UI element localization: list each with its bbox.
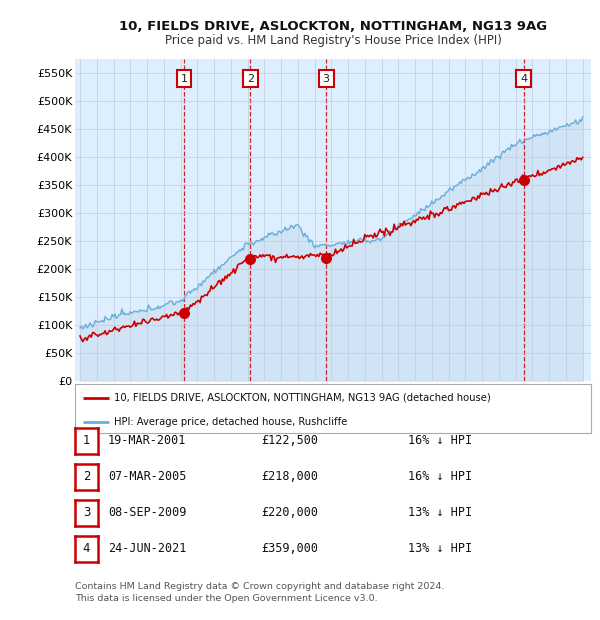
Text: 2: 2 [247, 74, 254, 84]
Text: 3: 3 [83, 507, 90, 519]
Text: 1: 1 [181, 74, 188, 84]
Text: 07-MAR-2005: 07-MAR-2005 [108, 471, 187, 483]
Text: 24-JUN-2021: 24-JUN-2021 [108, 542, 187, 555]
Text: Price paid vs. HM Land Registry's House Price Index (HPI): Price paid vs. HM Land Registry's House … [164, 34, 502, 47]
Text: £218,000: £218,000 [261, 471, 318, 483]
Text: 2: 2 [83, 471, 90, 483]
Text: 10, FIELDS DRIVE, ASLOCKTON, NOTTINGHAM, NG13 9AG (detached house): 10, FIELDS DRIVE, ASLOCKTON, NOTTINGHAM,… [114, 393, 490, 403]
Text: £122,500: £122,500 [261, 435, 318, 447]
Text: £220,000: £220,000 [261, 507, 318, 519]
Text: 4: 4 [83, 542, 90, 555]
Text: 13% ↓ HPI: 13% ↓ HPI [408, 507, 472, 519]
Text: 4: 4 [520, 74, 527, 84]
Text: HPI: Average price, detached house, Rushcliffe: HPI: Average price, detached house, Rush… [114, 417, 347, 427]
Text: 10, FIELDS DRIVE, ASLOCKTON, NOTTINGHAM, NG13 9AG: 10, FIELDS DRIVE, ASLOCKTON, NOTTINGHAM,… [119, 20, 547, 33]
Text: 1: 1 [83, 435, 90, 447]
Text: £359,000: £359,000 [261, 542, 318, 555]
Text: 08-SEP-2009: 08-SEP-2009 [108, 507, 187, 519]
Text: 16% ↓ HPI: 16% ↓ HPI [408, 435, 472, 447]
Text: 16% ↓ HPI: 16% ↓ HPI [408, 471, 472, 483]
Text: 3: 3 [323, 74, 329, 84]
Text: 13% ↓ HPI: 13% ↓ HPI [408, 542, 472, 555]
Text: 19-MAR-2001: 19-MAR-2001 [108, 435, 187, 447]
Text: Contains HM Land Registry data © Crown copyright and database right 2024.
This d: Contains HM Land Registry data © Crown c… [75, 582, 445, 603]
